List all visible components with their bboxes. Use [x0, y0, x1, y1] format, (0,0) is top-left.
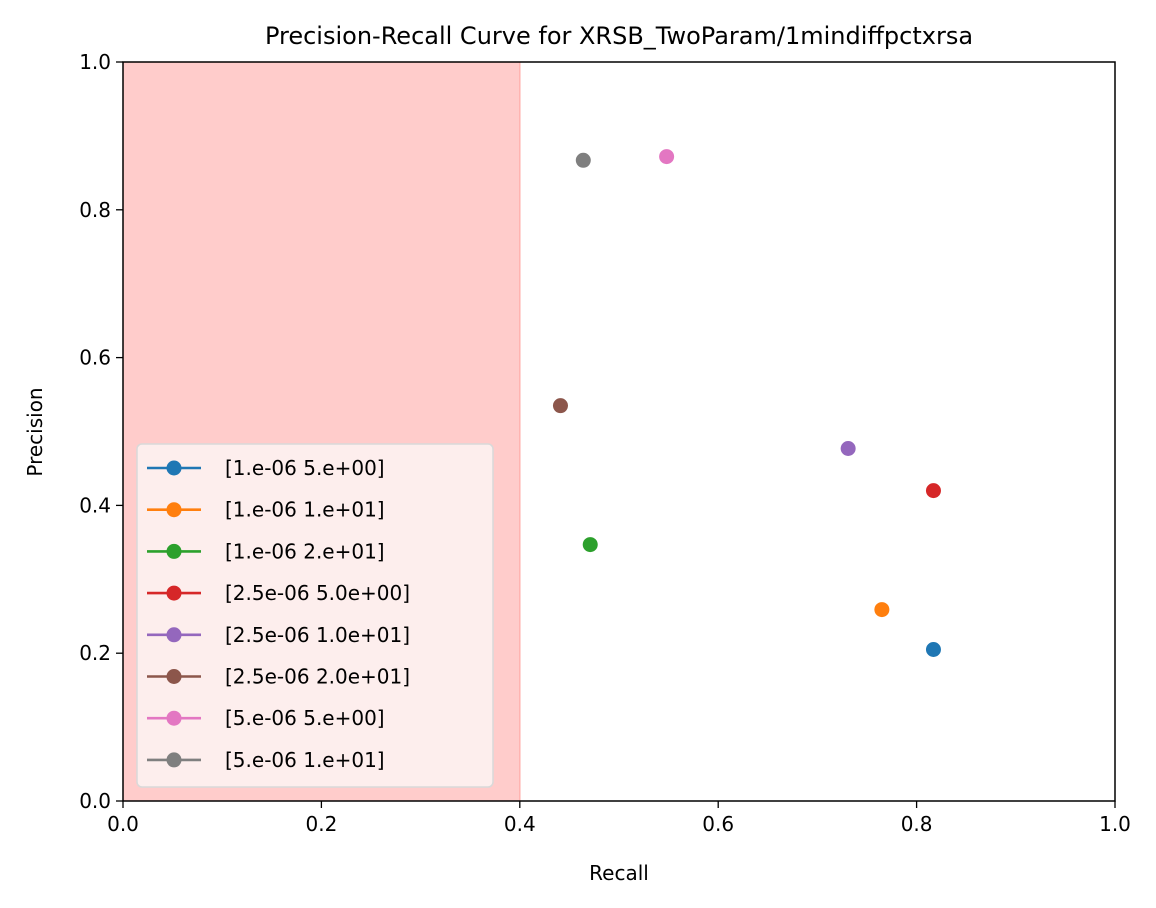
x-tick-label: 0.4: [504, 812, 536, 836]
legend-marker: [166, 669, 182, 684]
data-point: [925, 642, 941, 658]
x-tick-label: 0.8: [901, 812, 933, 836]
data-point: [659, 149, 675, 165]
legend-marker: [166, 585, 182, 601]
x-axis-label: Recall: [589, 861, 649, 885]
legend-label: [5.e-06 1.e+01]: [225, 748, 385, 772]
legend-label: [5.e-06 5.e+00]: [225, 706, 385, 730]
legend-label: [1.e-06 2.e+01]: [225, 539, 385, 563]
legend-label: [1.e-06 1.e+01]: [225, 498, 385, 522]
legend-label: [2.5e-06 5.0e+00]: [225, 581, 410, 605]
legend-label: [2.5e-06 2.0e+01]: [225, 665, 410, 689]
plot-area: 0.0 0.2 0.4 0.6 0.8 1.0 0.0 0.2 0.4 0.6 0.8 1.0 [1.e…: [79, 50, 1131, 836]
y-axis-label: Precision: [23, 387, 47, 476]
data-point: [925, 483, 941, 499]
x-tick-label: 0.6: [702, 812, 734, 836]
legend-label: [2.5e-06 1.0e+01]: [225, 623, 410, 647]
legend-marker: [166, 710, 182, 726]
chart-title: Precision-Recall Curve for XRSB_TwoParam…: [265, 22, 973, 50]
y-tick-label: 0.8: [79, 198, 111, 222]
y-tick-label: 0.4: [79, 493, 111, 517]
y-tick-label: 0.2: [79, 641, 111, 665]
axes-frame: [122, 61, 1116, 802]
legend-marker: [166, 460, 182, 476]
data-point: [582, 537, 598, 553]
legend-label: [1.e-06 5.e+00]: [225, 456, 385, 480]
legend-box: [136, 443, 494, 788]
data-point: [874, 602, 890, 618]
legend-marker: [166, 627, 182, 643]
x-tick-label: 1.0: [1099, 812, 1131, 836]
legend-marker: [166, 752, 182, 768]
legend-marker: [166, 502, 182, 518]
legend-marker: [166, 543, 182, 559]
data-point: [552, 398, 568, 414]
data-point: [575, 152, 591, 168]
x-tick-label: 0.0: [107, 812, 139, 836]
x-tick-label: 0.2: [305, 812, 337, 836]
y-tick-label: 0.6: [79, 346, 111, 370]
y-tick-label: 0.0: [79, 789, 111, 813]
data-point: [840, 440, 856, 456]
y-tick-label: 1.0: [79, 50, 111, 74]
